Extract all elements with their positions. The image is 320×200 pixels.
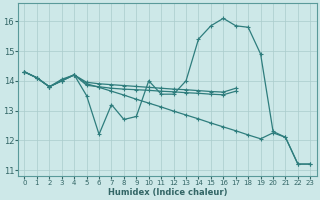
X-axis label: Humidex (Indice chaleur): Humidex (Indice chaleur) — [108, 188, 227, 197]
